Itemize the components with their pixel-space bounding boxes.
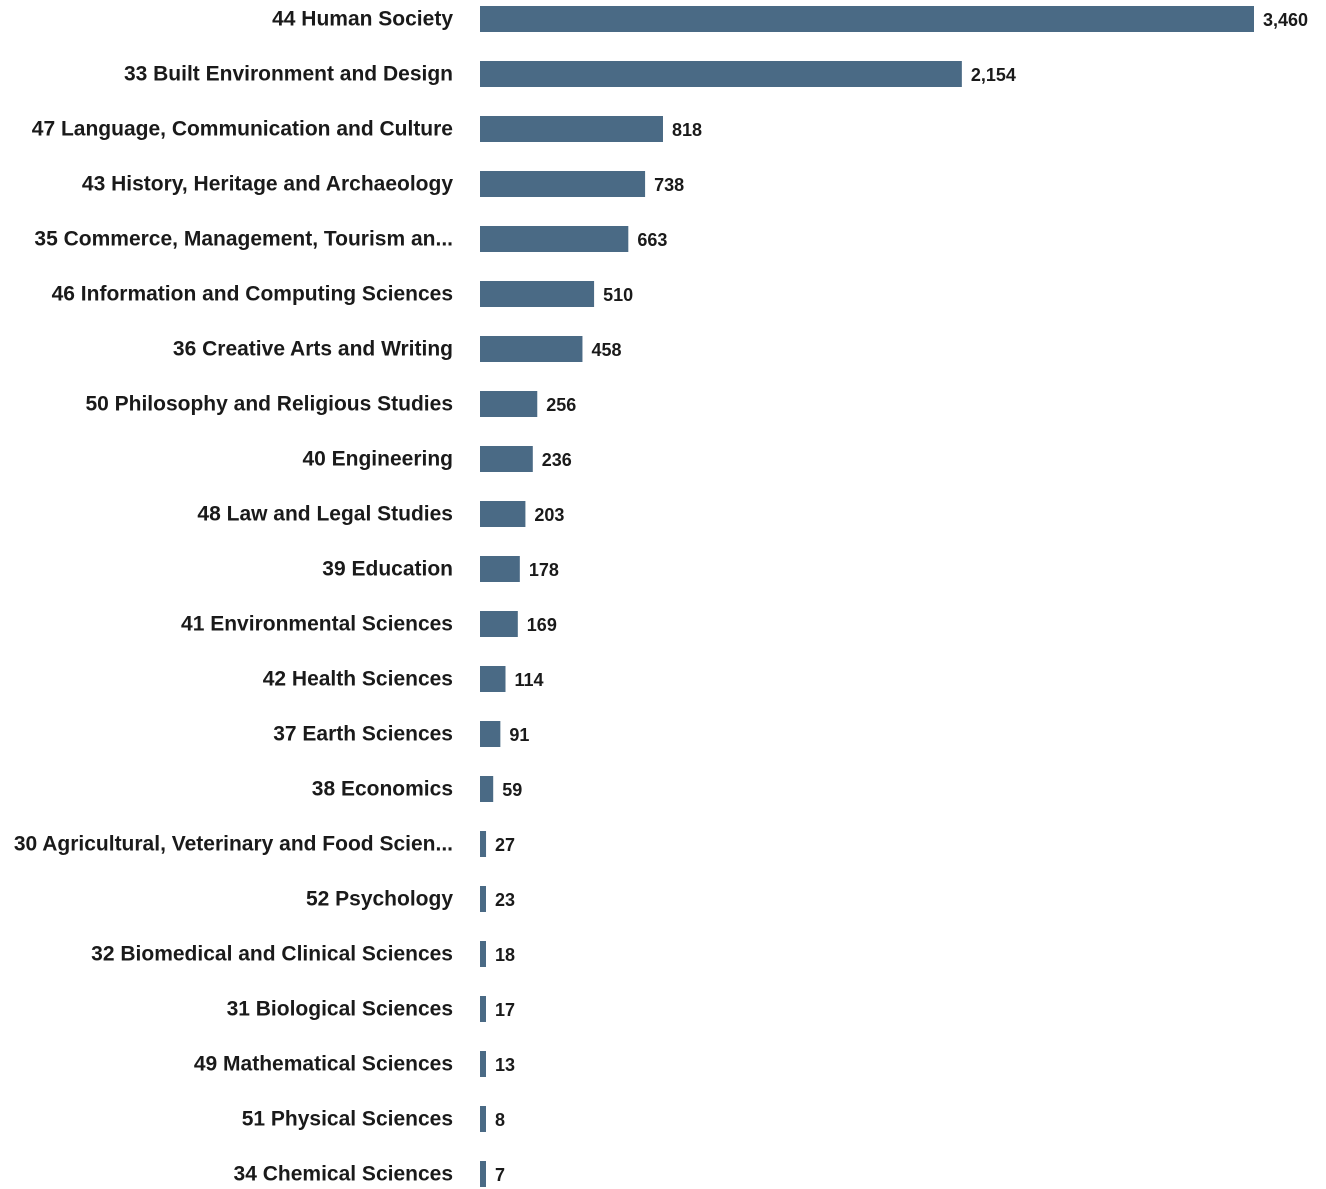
bar-row: 52 Psychology 23	[306, 886, 515, 912]
category-label: 43 History, Heritage and Archaeology	[82, 173, 453, 196]
value-label: 23	[495, 890, 515, 910]
category-label: 39 Education	[322, 558, 453, 581]
value-label: 236	[542, 450, 572, 470]
value-label: 256	[546, 395, 576, 415]
bar-row: 46 Information and Computing Sciences 510	[52, 281, 633, 307]
value-label: 18	[495, 945, 515, 965]
bar-row: 32 Biomedical and Clinical Sciences 18	[91, 941, 515, 967]
value-label: 114	[515, 670, 544, 690]
bar	[480, 391, 538, 417]
bar	[480, 1051, 486, 1077]
bar	[480, 1161, 486, 1187]
bar	[480, 6, 1254, 32]
bar	[480, 116, 663, 142]
bar	[480, 886, 486, 912]
category-label: 49 Mathematical Sciences	[194, 1053, 453, 1076]
value-label: 169	[527, 615, 557, 635]
category-label: 46 Information and Computing Sciences	[52, 283, 453, 306]
bar	[480, 666, 506, 692]
bar	[480, 226, 629, 252]
category-label: 41 Environmental Sciences	[181, 613, 453, 636]
bar	[480, 501, 526, 527]
bar	[480, 831, 487, 857]
category-label: 40 Engineering	[302, 448, 453, 471]
bar	[480, 556, 520, 582]
bar-row: 43 History, Heritage and Archaeology 738	[82, 171, 684, 197]
bar	[480, 61, 962, 87]
category-label: 35 Commerce, Management, Tourism an...	[34, 228, 453, 251]
category-label: 36 Creative Arts and Writing	[173, 338, 453, 361]
bar	[480, 281, 595, 307]
bar	[480, 171, 646, 197]
bar	[480, 611, 518, 637]
category-label: 31 Biological Sciences	[227, 998, 453, 1021]
category-label: 32 Biomedical and Clinical Sciences	[91, 943, 453, 966]
category-label: 47 Language, Communication and Culture	[32, 118, 453, 141]
bar-row: 36 Creative Arts and Writing 458	[173, 336, 622, 362]
bar-row: 31 Biological Sciences 17	[227, 996, 515, 1022]
bar	[480, 941, 486, 967]
value-label: 2,154	[971, 65, 1016, 85]
bar-row: 48 Law and Legal Studies 203	[197, 501, 564, 527]
bar-row: 44 Human Society 3,460	[272, 6, 1308, 32]
category-label: 52 Psychology	[306, 888, 453, 911]
value-label: 17	[495, 1000, 515, 1020]
bar	[480, 336, 583, 362]
category-label: 51 Physical Sciences	[242, 1108, 453, 1131]
bar-row: 41 Environmental Sciences 169	[181, 611, 557, 637]
value-label: 7	[495, 1165, 505, 1185]
value-label: 818	[672, 120, 702, 140]
bar-row: 38 Economics 59	[312, 776, 522, 802]
bar-row: 47 Language, Communication and Culture 81…	[32, 116, 702, 142]
bar-row: 30 Agricultural, Veterinary and Food Sci…	[14, 831, 515, 857]
category-label: 34 Chemical Sciences	[234, 1163, 453, 1186]
bar	[480, 1106, 486, 1132]
category-label: 48 Law and Legal Studies	[197, 503, 453, 526]
bar-row: 39 Education 178	[322, 556, 559, 582]
value-label: 458	[591, 340, 621, 360]
value-label: 203	[534, 505, 564, 525]
bar	[480, 721, 501, 747]
value-label: 738	[654, 175, 684, 195]
value-label: 178	[529, 560, 559, 580]
value-label: 27	[495, 835, 515, 855]
value-label: 3,460	[1263, 10, 1308, 30]
category-label: 33 Built Environment and Design	[124, 63, 453, 86]
bar-row: 34 Chemical Sciences 7	[234, 1161, 505, 1187]
bar	[480, 776, 494, 802]
value-label: 510	[603, 285, 633, 305]
value-label: 13	[495, 1055, 515, 1075]
bar-row: 35 Commerce, Management, Tourism an... 66…	[34, 226, 667, 252]
category-label: 50 Philosophy and Religious Studies	[85, 393, 453, 416]
bar-row: 37 Earth Sciences 91	[273, 721, 529, 747]
value-label: 663	[637, 230, 667, 250]
bar-row: 33 Built Environment and Design 2,154	[124, 61, 1016, 87]
bar-row: 40 Engineering 236	[302, 446, 572, 472]
bar-row: 49 Mathematical Sciences 13	[194, 1051, 515, 1077]
bar-row: 51 Physical Sciences 8	[242, 1106, 505, 1132]
category-label: 44 Human Society	[272, 8, 453, 31]
value-label: 59	[502, 780, 522, 800]
bar	[480, 446, 533, 472]
bar-row: 50 Philosophy and Religious Studies 256	[85, 391, 576, 417]
value-label: 91	[509, 725, 529, 745]
category-label: 37 Earth Sciences	[273, 723, 453, 746]
value-label: 8	[495, 1110, 505, 1130]
category-label: 30 Agricultural, Veterinary and Food Sci…	[14, 833, 453, 856]
category-label: 38 Economics	[312, 778, 453, 801]
category-label: 42 Health Sciences	[263, 668, 453, 691]
bar	[480, 996, 486, 1022]
bar-row: 42 Health Sciences 114	[263, 666, 544, 692]
